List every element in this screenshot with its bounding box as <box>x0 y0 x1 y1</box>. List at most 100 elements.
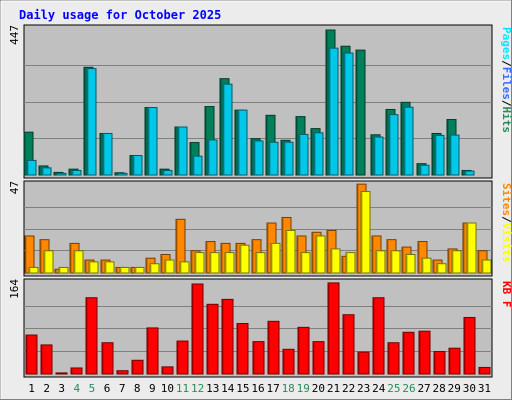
bar-sites-day-19 <box>300 252 311 274</box>
bar-sites-day-18 <box>285 229 296 274</box>
x-tick-label-day-22: 22 <box>342 382 355 395</box>
bar-sites-day-8 <box>134 266 145 274</box>
bar-kb-f-day-29 <box>448 347 461 375</box>
bar-kb-f-day-21 <box>327 282 340 375</box>
x-tick-label-day-7: 7 <box>119 382 126 395</box>
x-tick-label-day-18: 18 <box>282 382 295 395</box>
right-label-part: F <box>500 294 512 307</box>
bar-sites-day-25 <box>390 250 401 274</box>
bar-files-day-3 <box>56 172 67 176</box>
bar-files-day-15 <box>237 109 248 176</box>
bar-files-day-29 <box>449 134 460 176</box>
right-label-part: Sites <box>500 183 512 216</box>
x-tick-label-day-15: 15 <box>236 382 249 395</box>
bar-sites-day-3 <box>58 266 69 274</box>
bar-kb-f-day-26 <box>402 331 415 375</box>
bar-files-day-6 <box>102 132 113 176</box>
bar-sites-day-23 <box>360 191 371 274</box>
x-tick-label-day-20: 20 <box>312 382 325 395</box>
bar-files-day-24 <box>373 136 384 176</box>
x-tick-label-day-28: 28 <box>433 382 446 395</box>
bar-kb-f-day-19 <box>297 326 310 375</box>
bar-files-day-5 <box>86 68 97 176</box>
x-tick-label-day-23: 23 <box>357 382 370 395</box>
bar-sites-day-27 <box>421 257 432 274</box>
x-axis-labels: 1 2 3 4 5 6 7 8 9 10 11 12 13 14 15 16 17 18 19 20 21 22 23 24 2… <box>28 382 491 395</box>
x-tick-label-day-8: 8 <box>134 382 141 395</box>
bar-sites-day-15 <box>239 244 250 274</box>
bar-kb-f-day-22 <box>342 314 355 375</box>
bar-kb-f-day-6 <box>101 342 114 375</box>
y-max-label: 447 <box>8 25 21 45</box>
bar-kb-f-day-28 <box>433 351 446 375</box>
bar-sites-day-24 <box>375 250 386 274</box>
panel-pages-files-hits: 447 Pages/Files/Hits <box>8 24 512 179</box>
bar-sites-day-30 <box>466 222 477 274</box>
bar-kb-f-day-23 <box>357 351 370 375</box>
right-label-part: Visits <box>500 223 512 263</box>
bar-kb-f-day-11 <box>176 340 189 375</box>
x-tick-label-day-13: 13 <box>206 382 219 395</box>
x-tick-label-day-4: 4 <box>74 382 81 395</box>
bar-files-day-8 <box>132 155 143 176</box>
panel-kb: 164 KB F <box>8 278 512 378</box>
x-tick-label-day-14: 14 <box>221 382 235 395</box>
bar-sites-day-6 <box>104 261 115 274</box>
bar-files-day-18 <box>283 141 294 176</box>
bar-sites-day-4 <box>73 250 84 274</box>
bar-files-day-17 <box>268 141 279 176</box>
bar-kb-f-day-2 <box>40 344 53 375</box>
bar-files-day-28 <box>434 134 445 176</box>
x-tick-label-day-21: 21 <box>327 382 340 395</box>
right-axis-label: Sites/Visits <box>500 183 512 263</box>
bar-kb-f-day-30 <box>463 316 476 375</box>
bar-sites-day-16 <box>255 252 266 274</box>
x-tick-label-day-11: 11 <box>176 382 189 395</box>
bar-kb-f-day-31 <box>478 366 491 375</box>
bar-kb-f-day-16 <box>252 341 265 375</box>
right-label-part: / <box>500 216 512 223</box>
x-tick-label-day-5: 5 <box>89 382 96 395</box>
bar-kb-f-day-4 <box>70 367 83 375</box>
bar-kb-f-day-8 <box>131 359 144 375</box>
x-tick-label-day-26: 26 <box>402 382 415 395</box>
bar-sites-day-26 <box>405 253 416 274</box>
right-label-part: KB <box>500 281 512 295</box>
bar-kb-f-day-9 <box>146 327 159 375</box>
right-label-part: Pages <box>500 27 512 60</box>
bar-kb-f-day-14 <box>221 298 234 375</box>
bar-sites-day-21 <box>330 248 341 274</box>
bar-kb-f-day-12 <box>191 283 204 375</box>
x-tick-label-day-31: 31 <box>478 382 491 395</box>
bar-sites-day-22 <box>345 252 356 274</box>
bar-kb-f-day-5 <box>85 297 98 375</box>
right-label-part: Files <box>500 67 512 100</box>
right-label-part: Hits <box>500 107 512 134</box>
bar-sites-day-10 <box>164 259 175 274</box>
bar-kb-f-day-17 <box>267 320 280 375</box>
bar-files-day-13 <box>207 139 218 176</box>
bar-files-day-16 <box>253 140 264 176</box>
bar-hits-day-23 <box>355 49 366 176</box>
bar-files-day-4 <box>71 169 82 176</box>
bar-sites-day-9 <box>149 263 160 274</box>
bar-files-day-25 <box>388 114 399 176</box>
bar-sites-day-1 <box>28 266 39 274</box>
x-tick-label-day-29: 29 <box>448 382 461 395</box>
x-tick-label-day-16: 16 <box>251 382 264 395</box>
bar-sites-day-5 <box>88 261 99 274</box>
bar-files-day-14 <box>222 83 233 176</box>
bar-files-day-11 <box>177 126 188 176</box>
bar-sites-day-31 <box>481 259 492 274</box>
bar-files-day-22 <box>343 52 354 176</box>
bar-kb-f-day-13 <box>206 303 219 375</box>
bar-files-day-30 <box>464 170 475 176</box>
bar-sites-day-12 <box>194 252 205 274</box>
bar-sites-day-14 <box>224 252 235 274</box>
x-tick-label-day-9: 9 <box>149 382 156 395</box>
bar-sites-day-29 <box>451 250 462 274</box>
bar-kb-f-day-25 <box>387 342 400 375</box>
x-tick-label-day-25: 25 <box>387 382 400 395</box>
x-tick-label-day-3: 3 <box>58 382 65 395</box>
